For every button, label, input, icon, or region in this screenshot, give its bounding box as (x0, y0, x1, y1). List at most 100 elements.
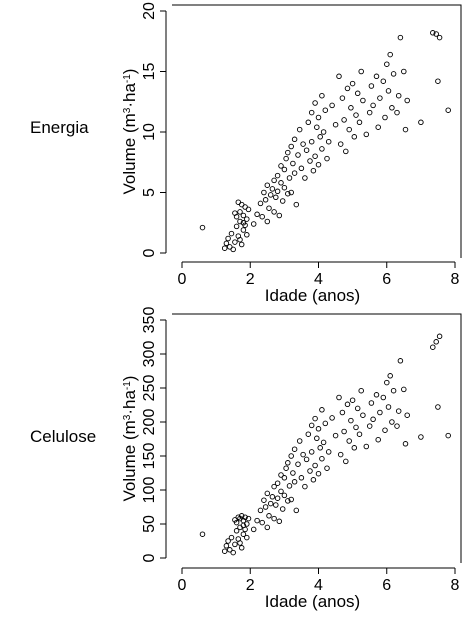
data-point (267, 192, 274, 198)
y-axis-title: Volume (m3·ha-1) (120, 69, 139, 195)
data-point (305, 431, 312, 437)
data-point (418, 119, 424, 126)
x-tick-label: 8 (451, 577, 460, 594)
data-point (257, 507, 264, 514)
data-point (370, 102, 376, 109)
data-point (397, 34, 404, 41)
data-point (266, 513, 272, 519)
data-point (199, 531, 206, 537)
data-point (233, 519, 240, 526)
data-point (286, 483, 293, 489)
data-point (325, 449, 332, 455)
data-point (380, 394, 387, 401)
data-point (238, 545, 245, 551)
data-point (308, 109, 315, 116)
data-point (380, 78, 387, 84)
data-point (402, 441, 409, 447)
data-point (242, 514, 248, 520)
data-point (315, 426, 322, 432)
data-point (358, 387, 364, 394)
data-point (366, 109, 373, 116)
x-tick-label: 4 (314, 577, 323, 594)
data-point (278, 163, 284, 169)
data-point (245, 206, 252, 213)
data-point (276, 212, 283, 219)
data-point (315, 470, 322, 477)
data-point (245, 515, 252, 522)
data-point (262, 197, 269, 203)
data-point (320, 129, 327, 135)
data-point (283, 465, 289, 471)
data-point (244, 534, 250, 541)
data-point (319, 455, 325, 462)
data-point (319, 92, 325, 99)
x-tick-label: 2 (246, 577, 255, 594)
data-point (267, 500, 274, 507)
data-point (394, 109, 400, 116)
data-point (384, 61, 390, 67)
y-tick-label: 5 (141, 188, 158, 197)
data-point (389, 105, 395, 111)
data-point (433, 339, 439, 345)
data-point (238, 513, 245, 519)
x-tick-label: 2 (246, 271, 255, 288)
data-point (271, 483, 277, 490)
data-point (295, 461, 301, 467)
data-point (228, 230, 235, 237)
data-point (394, 423, 400, 429)
data-point (435, 78, 441, 84)
data-point (298, 475, 305, 481)
data-point (305, 119, 312, 126)
data-point (436, 333, 443, 340)
data-point (382, 114, 388, 121)
data-point (303, 456, 310, 463)
data-point (324, 155, 330, 162)
data-point (332, 121, 339, 128)
data-point (308, 138, 315, 145)
data-point (363, 131, 370, 138)
data-point (433, 31, 439, 37)
data-point (387, 51, 393, 58)
data-point (288, 453, 294, 459)
data-point (230, 246, 236, 253)
data-point (273, 194, 279, 201)
data-point (225, 235, 231, 242)
x-axis-title: Idade (anos) (265, 592, 360, 611)
data-point (445, 432, 451, 439)
data-point (385, 404, 392, 410)
data-point (401, 68, 407, 75)
row-label: Energia (30, 118, 89, 137)
data-point (281, 475, 288, 481)
data-point (237, 540, 243, 546)
plot-frame (172, 313, 462, 563)
data-point (271, 515, 277, 522)
data-point (351, 445, 358, 451)
data-point (288, 143, 294, 150)
data-point (317, 445, 323, 451)
data-point (237, 209, 243, 215)
data-point (339, 95, 346, 101)
data-point (227, 547, 233, 553)
data-point (264, 490, 271, 497)
data-point (232, 239, 238, 245)
data-point (404, 412, 410, 418)
data-point (240, 220, 247, 226)
data-point (375, 436, 381, 443)
data-point (339, 409, 346, 416)
data-point (250, 221, 257, 227)
data-point (233, 223, 240, 230)
x-tick-label: 4 (314, 271, 323, 288)
data-point (244, 216, 250, 222)
data-point (349, 397, 356, 403)
data-point (261, 189, 267, 196)
data-point (312, 462, 318, 469)
data-point (435, 404, 441, 410)
data-point (325, 138, 332, 145)
data-point (278, 180, 284, 186)
data-point (296, 126, 303, 133)
y-tick-label: 20 (141, 2, 158, 20)
y-tick-label: 10 (141, 123, 158, 141)
data-point (360, 97, 366, 104)
data-point (349, 80, 356, 87)
data-points (199, 333, 451, 556)
